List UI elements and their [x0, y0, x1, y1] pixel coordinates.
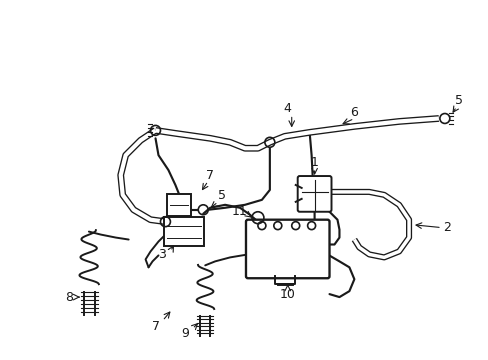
Text: 9: 9 — [181, 327, 189, 340]
Text: 5: 5 — [218, 189, 225, 202]
FancyBboxPatch shape — [167, 194, 191, 216]
FancyBboxPatch shape — [297, 176, 331, 212]
Text: 11: 11 — [232, 205, 247, 218]
Text: 7: 7 — [151, 320, 159, 333]
Text: 6: 6 — [350, 106, 358, 119]
Text: 4: 4 — [283, 102, 291, 115]
Text: 5: 5 — [454, 94, 462, 107]
FancyBboxPatch shape — [245, 220, 329, 278]
Text: 7: 7 — [206, 168, 214, 181]
Text: 8: 8 — [65, 291, 73, 303]
FancyBboxPatch shape — [164, 217, 204, 247]
Text: 10: 10 — [279, 288, 295, 301]
Text: 2: 2 — [442, 221, 450, 234]
Text: 3: 3 — [158, 248, 166, 261]
Text: 1: 1 — [310, 156, 318, 168]
